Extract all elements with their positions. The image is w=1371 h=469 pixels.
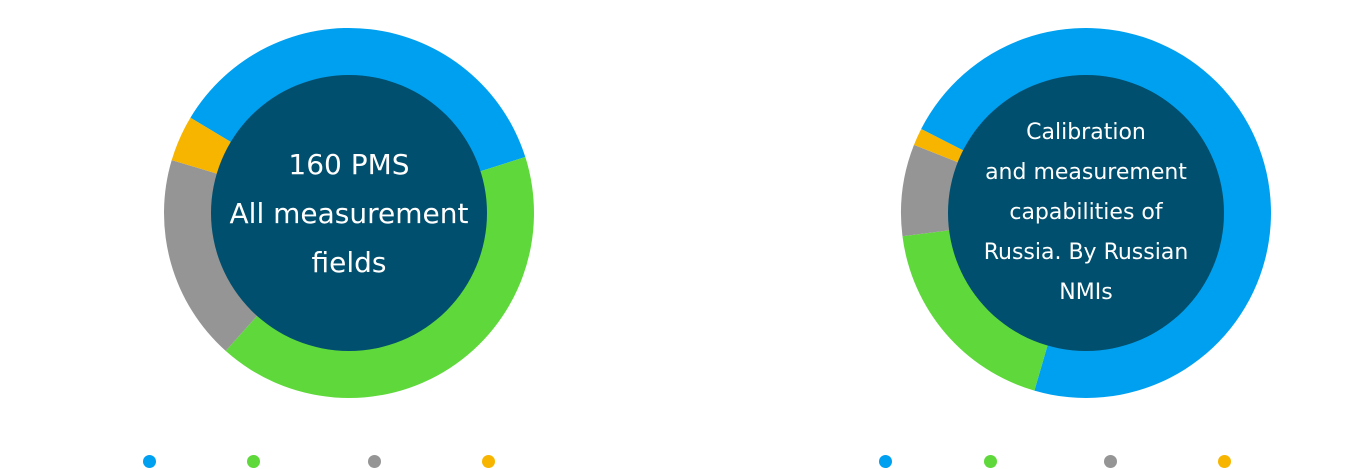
legend-dot-left-blue [143,455,156,468]
legend-dot-right-green [984,455,997,468]
legend-dot-right-gray [1104,455,1117,468]
legend-dot-left-green [247,455,260,468]
donut-chart-right: Calibration and measurement capabilities… [896,23,1276,403]
legend-dot-left-gray [368,455,381,468]
legend-dot-right-yellow [1218,455,1231,468]
legend-dot-right-blue [879,455,892,468]
donut-center-left: 160 PMS All measurement fields [211,75,487,351]
legend-dot-left-yellow [482,455,495,468]
donut-chart-left: 160 PMS All measurement fields [159,23,539,403]
donut-center-label: 160 PMS All measurement fields [229,147,469,279]
donut-center-right: Calibration and measurement capabilities… [948,75,1224,351]
donut-center-label: Calibration and measurement capabilities… [983,120,1189,305]
